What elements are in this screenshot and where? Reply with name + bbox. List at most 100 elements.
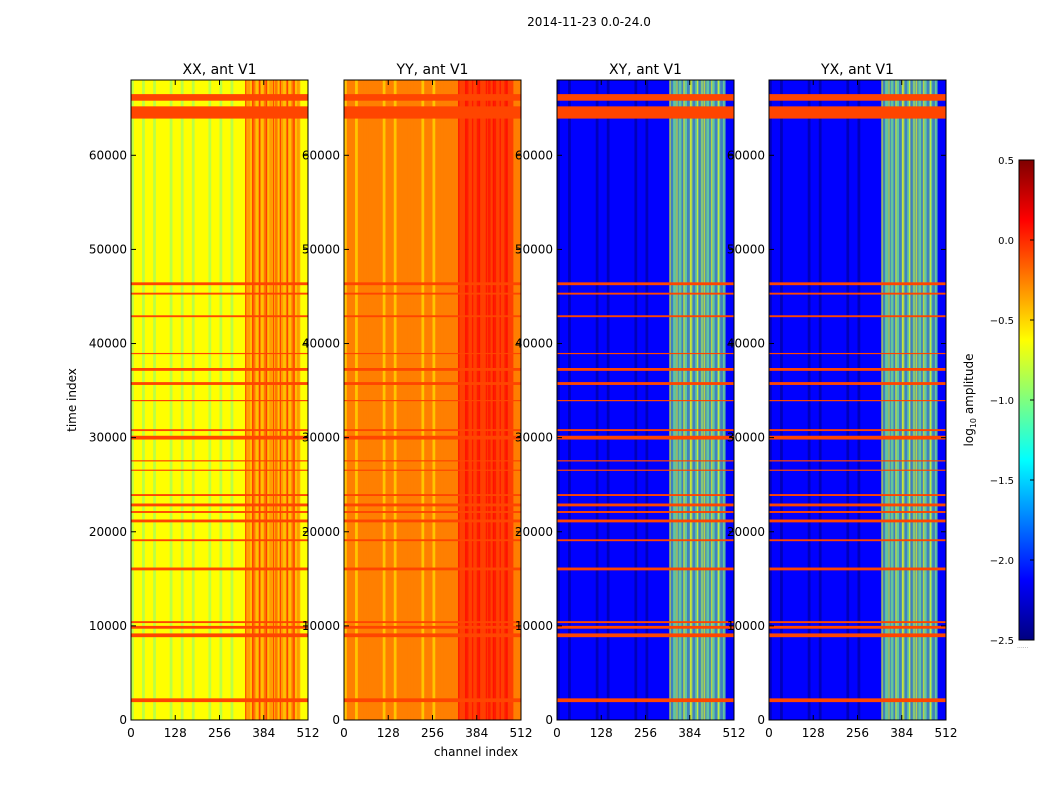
flagged-time-row: [344, 429, 521, 432]
y-tick-label: 60000: [89, 148, 127, 162]
flagged-time-row: [769, 106, 946, 119]
flagged-time-row: [131, 494, 308, 496]
flagged-time-row: [557, 567, 734, 571]
flagged-time-row: [769, 567, 946, 571]
flagged-time-row: [557, 382, 734, 385]
x-tick-label: 128: [590, 726, 613, 740]
y-tick-label: 60000: [302, 148, 340, 162]
flagged-time-row: [131, 511, 308, 513]
flagged-time-row: [769, 94, 946, 101]
flagged-time-row: [557, 94, 734, 101]
y-tick-label: 20000: [302, 525, 340, 539]
flagged-time-row: [769, 429, 946, 432]
colorbar-tick-label: −2.0: [990, 556, 1014, 567]
flagged-time-row: [131, 315, 308, 318]
flagged-time-row: [131, 400, 308, 402]
colorbar-under-marker: ......: [1017, 643, 1029, 650]
flagged-time-row: [344, 368, 521, 371]
x-tick-label: 128: [802, 726, 825, 740]
flagged-time-row: [131, 567, 308, 571]
flagged-time-row: [557, 282, 734, 286]
flagged-time-row: [557, 698, 734, 703]
flagged-time-row: [344, 282, 521, 286]
x-tick-label: 0: [765, 726, 773, 740]
y-tick-label: 0: [332, 713, 340, 727]
flagged-time-row: [769, 625, 946, 629]
flagged-time-row: [769, 282, 946, 286]
y-tick-label: 10000: [727, 619, 765, 633]
flagged-time-row: [131, 352, 308, 355]
flagged-time-row: [769, 511, 946, 513]
y-tick-label: 40000: [727, 337, 765, 351]
flagged-time-row: [557, 519, 734, 523]
flagged-time-row: [769, 435, 946, 440]
flagged-time-row: [769, 352, 946, 355]
x-tick-label: 384: [678, 726, 701, 740]
flagged-time-row: [131, 106, 308, 119]
flagged-time-row: [344, 435, 521, 440]
flagged-time-row: [557, 460, 734, 462]
flagged-time-row: [131, 292, 308, 295]
flagged-time-row: [557, 621, 734, 624]
figure-suptitle: 2014-11-23 0.0-24.0: [527, 15, 651, 29]
x-tick-label: 384: [890, 726, 913, 740]
heatmap-panel-1: XX, ant V1 0 128 256 384 512 0 10000 20000 30000 4…: [89, 62, 320, 740]
y-tick-label: 50000: [302, 242, 340, 256]
flagged-time-row: [131, 503, 308, 507]
y-tick-label: 0: [545, 713, 553, 727]
panel-title: YX, ant V1: [820, 62, 894, 78]
flagged-time-row: [131, 282, 308, 286]
y-tick-label: 20000: [727, 525, 765, 539]
y-tick-label: 60000: [515, 148, 553, 162]
flagged-time-row: [344, 494, 521, 496]
y-tick-label: 40000: [302, 337, 340, 351]
flagged-time-row: [557, 435, 734, 440]
flagged-time-row: [557, 368, 734, 371]
y-tick-label: 20000: [515, 525, 553, 539]
flagged-time-row: [131, 94, 308, 101]
flagged-time-row: [557, 511, 734, 513]
flagged-time-row: [344, 292, 521, 295]
flagged-time-row: [557, 429, 734, 432]
x-tick-label: 256: [208, 726, 231, 740]
colorbar-tick-label: −1.0: [990, 396, 1014, 407]
x-tick-label: 512: [297, 726, 320, 740]
flagged-time-row: [769, 368, 946, 371]
flagged-time-row: [131, 429, 308, 432]
flagged-time-row: [131, 382, 308, 385]
flagged-time-row: [344, 625, 521, 629]
x-tick-label: 256: [634, 726, 657, 740]
flagged-time-row: [769, 503, 946, 507]
flagged-time-row: [131, 469, 308, 471]
x-tick-label: 512: [935, 726, 958, 740]
flagged-time-row: [344, 539, 521, 542]
panel-title: XY, ant V1: [609, 62, 682, 78]
flagged-time-row: [769, 469, 946, 471]
y-tick-label: 20000: [89, 525, 127, 539]
flagged-time-row: [131, 625, 308, 629]
flagged-time-row: [769, 698, 946, 703]
flagged-time-row: [769, 400, 946, 402]
x-tick-label: 512: [510, 726, 533, 740]
heatmap-panel-3: XY, ant V1 0 128 256 384 512 0 10000 20000 30000 4…: [515, 62, 746, 740]
flagged-time-row: [344, 621, 521, 624]
flagged-time-row: [769, 382, 946, 385]
colorbar-tick-label: 0.5: [998, 156, 1014, 167]
flagged-time-row: [344, 503, 521, 507]
colorbar-tick-label: −0.5: [990, 316, 1014, 327]
colorbar-tick-label: 0.0: [998, 236, 1014, 247]
y-tick-label: 0: [757, 713, 765, 727]
flagged-time-row: [344, 382, 521, 385]
x-tick-label: 0: [553, 726, 561, 740]
flagged-time-row: [131, 368, 308, 371]
flagged-time-row: [344, 106, 521, 119]
y-tick-label: 60000: [727, 148, 765, 162]
flagged-time-row: [769, 460, 946, 462]
flagged-time-row: [131, 698, 308, 703]
flagged-time-row: [344, 400, 521, 402]
y-axis-label: time index: [65, 368, 79, 432]
flagged-time-row: [769, 539, 946, 542]
flagged-time-row: [769, 292, 946, 295]
y-tick-label: 40000: [515, 337, 553, 351]
